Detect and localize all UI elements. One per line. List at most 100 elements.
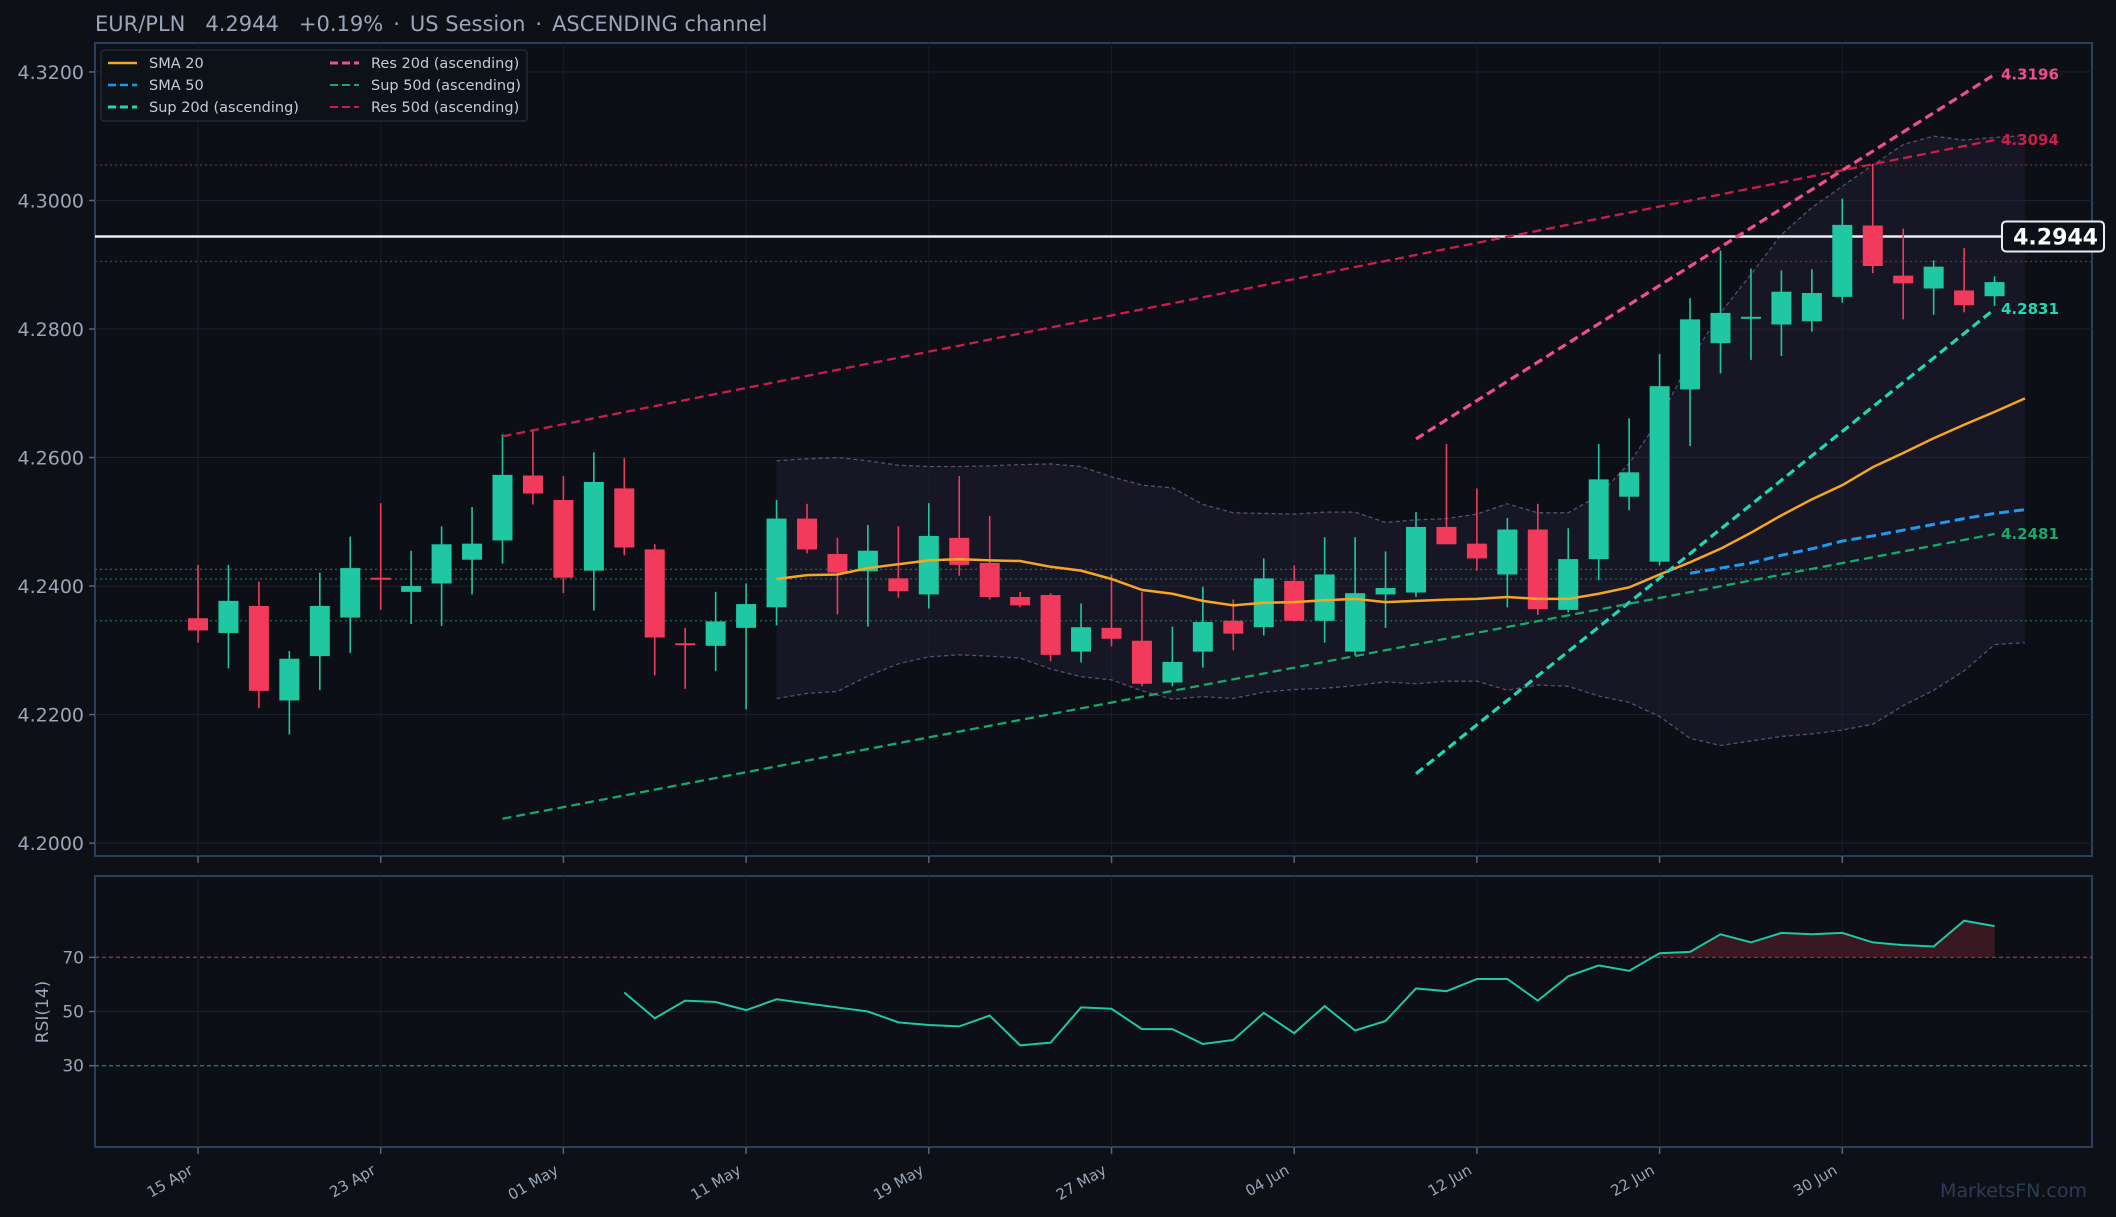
candle — [766, 499, 787, 626]
candle-body — [675, 643, 696, 646]
candle — [1284, 565, 1305, 622]
candle — [340, 536, 361, 653]
candle-body — [1071, 627, 1092, 652]
candle-body — [1131, 640, 1152, 684]
candle-body — [1527, 529, 1548, 610]
res50-trendline — [502, 138, 1995, 438]
candle — [1375, 551, 1396, 628]
candle — [1893, 228, 1914, 320]
candle — [1862, 163, 1883, 274]
candle-body — [401, 586, 422, 592]
rsi-gridlines: 30 50 70 — [62, 876, 2092, 1147]
price-panel: 4.2000 4.2200 4.2400 4.2600 4.2800 4.3000 4.32… — [18, 42, 2105, 857]
candle-body — [1680, 319, 1701, 390]
candle — [979, 516, 1000, 600]
candle-body — [1771, 291, 1792, 325]
candle-body — [1497, 529, 1518, 575]
candle-body — [370, 577, 391, 580]
price-panel-frame — [94, 42, 2093, 857]
candle-body — [462, 543, 483, 560]
header-pattern: ASCENDING channel — [552, 12, 767, 36]
candle — [218, 564, 239, 669]
price-tick-label: 4.3200 — [18, 62, 84, 84]
price-tick-label: 4.3000 — [18, 190, 84, 212]
candle — [918, 503, 939, 609]
candle — [827, 537, 848, 615]
price-tick-label: 4.2800 — [18, 319, 84, 341]
candle-body — [766, 518, 787, 608]
sup20-trendline — [1414, 307, 1996, 775]
sup20-trendline-value-label: 4.2831 — [2001, 300, 2059, 318]
candle — [1406, 512, 1426, 597]
candle — [857, 525, 878, 627]
candle-body — [1832, 224, 1853, 297]
candle-body — [888, 578, 909, 592]
candle-body — [1923, 266, 1944, 289]
candle-body — [1862, 225, 1883, 267]
header-pair: EUR/PLN — [95, 12, 185, 36]
candle — [1832, 198, 1853, 303]
price-y-axis: 4.2000 4.2200 4.2400 4.2600 4.2800 4.3000 4.32… — [18, 62, 95, 855]
candle-body — [736, 604, 757, 628]
res20-trendline-value-label: 4.3196 — [2001, 65, 2059, 83]
candle-body — [1984, 282, 2005, 297]
candle — [614, 458, 635, 556]
candle — [1649, 354, 1670, 566]
candle-body — [1710, 312, 1731, 344]
candle-body — [1223, 620, 1244, 634]
candle-body — [1466, 543, 1487, 559]
candle — [736, 583, 757, 710]
candle-body — [644, 549, 665, 638]
candle — [431, 526, 452, 626]
candle — [1801, 269, 1822, 332]
candle — [370, 503, 391, 610]
bollinger-band — [776, 134, 2026, 747]
legend-label-sma50: SMA 50 — [149, 78, 204, 94]
candle-body — [1558, 559, 1579, 610]
candle — [522, 430, 543, 505]
candle-body — [1162, 661, 1183, 683]
current-price-badge — [2001, 220, 2105, 253]
candle-body — [553, 499, 574, 578]
candle-body — [1284, 580, 1305, 621]
candle — [644, 544, 665, 676]
candle — [1984, 276, 2005, 306]
candle-body — [340, 568, 361, 618]
candle — [553, 476, 574, 594]
legend-label-res50: Res 50d (ascending) — [371, 100, 519, 116]
rsi-line — [623, 919, 1995, 1047]
candle — [1010, 591, 1031, 608]
candle-body — [583, 481, 604, 571]
candle — [279, 650, 300, 735]
candle-body — [705, 621, 726, 646]
candle — [1071, 603, 1092, 663]
rsi-tick-label: 50 — [62, 1003, 84, 1023]
bollinger-lower — [776, 641, 2026, 747]
candle-body — [279, 658, 300, 701]
legend-label-sup50: Sup 50d (ascending) — [371, 78, 521, 94]
candle — [1771, 270, 1792, 356]
candle-body — [1345, 593, 1366, 652]
line-end-labels: 4.2831 4.3196 4.2481 4.3094 4.2944 — [2001, 65, 2105, 543]
candle-body — [1649, 386, 1670, 562]
legend-label-sma20: SMA 20 — [149, 56, 204, 72]
rsi-tick-label: 30 — [62, 1057, 84, 1077]
candle-body — [918, 535, 939, 595]
price-tick-label: 4.2600 — [18, 448, 84, 470]
candle — [401, 550, 422, 624]
candle — [1131, 591, 1152, 687]
candle-body — [1101, 627, 1122, 639]
candle-body — [188, 618, 208, 631]
header-session: US Session — [410, 12, 526, 36]
candle-body — [1314, 574, 1335, 621]
price-tick-label: 4.2000 — [18, 833, 84, 855]
sma50-line — [1689, 508, 2026, 575]
candle — [188, 564, 208, 643]
candle — [1162, 626, 1183, 687]
candle-body — [1801, 293, 1822, 322]
candle — [705, 591, 726, 671]
candlesticks — [188, 163, 2005, 735]
candle-body — [1954, 290, 1975, 306]
candle-body — [827, 553, 848, 573]
rsi-tick-label: 70 — [62, 948, 84, 968]
